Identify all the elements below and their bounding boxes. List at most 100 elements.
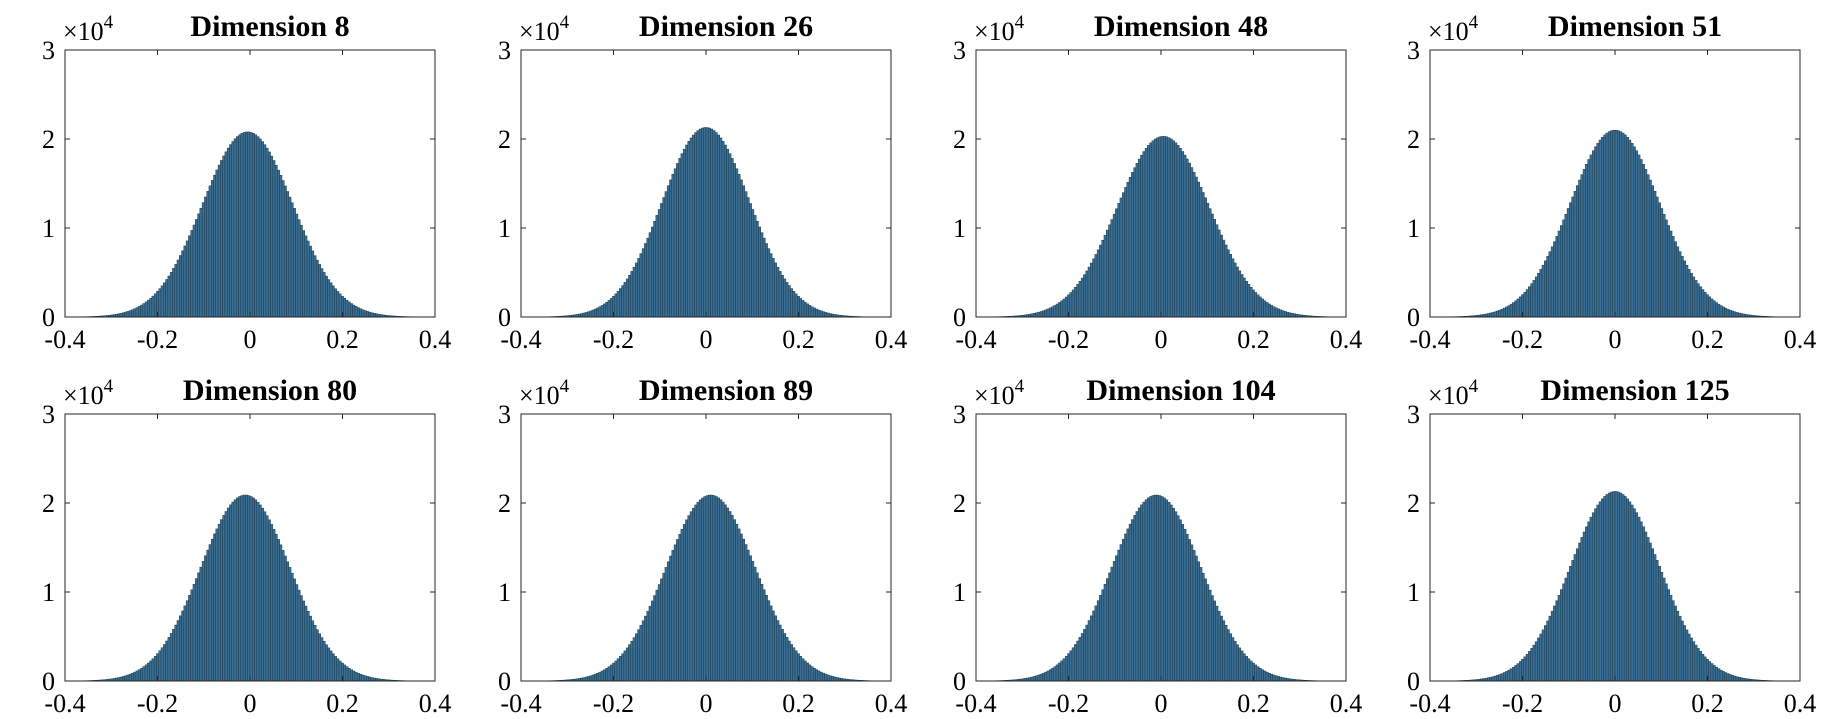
- histogram-bar: [331, 653, 335, 682]
- histogram-bar: [739, 179, 743, 318]
- histogram-bar: [742, 538, 746, 682]
- histogram-bar: [1261, 669, 1264, 682]
- histogram-bar: [1733, 675, 1737, 682]
- histogram-bar: [792, 647, 796, 682]
- histogram-bar: [1532, 644, 1536, 682]
- histogram-bar: [1133, 167, 1137, 318]
- histogram-bar: [1078, 637, 1082, 682]
- histogram-bar: [1133, 515, 1137, 682]
- histogram-bar: [181, 250, 185, 318]
- histogram-bar: [719, 499, 723, 682]
- histogram-bar: [122, 676, 125, 682]
- histogram-bar: [1099, 244, 1102, 318]
- x-tick-label: -0.2: [1502, 325, 1543, 354]
- histogram-panel-5: -0.4 -0.2 0 0.2 0.4 0 1 2 3 ×104 Dimension 80: [42, 374, 451, 718]
- histogram-bar: [1598, 501, 1602, 682]
- histogram-bar: [1099, 595, 1102, 682]
- histogram-bar: [144, 664, 148, 682]
- histogram-bar: [694, 504, 698, 682]
- histogram-bar: [630, 640, 634, 682]
- x-tick-label: 0: [244, 325, 257, 354]
- histogram-bar: [126, 674, 130, 682]
- histogram-bar: [621, 285, 625, 318]
- histogram-bar: [1039, 311, 1043, 318]
- histogram-bar: [1676, 610, 1680, 682]
- histogram-bar: [1498, 674, 1502, 682]
- histogram-bar: [1035, 312, 1039, 318]
- x-tick-label: 0.2: [326, 689, 359, 718]
- histogram-bar: [224, 151, 228, 318]
- histogram-bar: [1525, 289, 1529, 318]
- histogram-bars: [534, 127, 878, 318]
- histogram-bar: [1174, 142, 1178, 318]
- histogram-bar: [587, 311, 590, 318]
- histogram-bar: [662, 572, 666, 682]
- histogram-bar: [338, 660, 342, 682]
- x-tick-label: -0.2: [1502, 689, 1543, 718]
- histogram-bar: [1737, 312, 1741, 318]
- histogram-bar: [1578, 179, 1581, 318]
- histogram-bar: [678, 533, 682, 682]
- histogram-bar: [1605, 494, 1609, 682]
- histogram-bar: [304, 235, 308, 318]
- histogram-bar: [322, 272, 326, 318]
- histogram-bar: [1692, 276, 1696, 318]
- histogram-bar: [1231, 258, 1235, 318]
- panel-title: Dimension 104: [1086, 374, 1275, 407]
- histogram-bar: [190, 589, 194, 682]
- x-tick-label: 0.2: [1691, 689, 1724, 718]
- histogram-bar: [1074, 644, 1077, 682]
- histogram-bar: [1710, 298, 1714, 318]
- histogram-bar: [671, 174, 675, 318]
- histogram-bar: [1183, 154, 1187, 318]
- histogram-bar: [370, 677, 374, 682]
- histogram-bar: [126, 311, 130, 318]
- histogram-bar: [1076, 284, 1080, 318]
- histogram-bar: [1033, 313, 1036, 318]
- histogram-bar: [1717, 303, 1721, 318]
- histogram-bar: [1283, 311, 1287, 318]
- histogram-bars: [78, 494, 422, 682]
- x-tick-label: 0: [244, 689, 257, 718]
- histogram-bar: [1548, 251, 1552, 318]
- histogram-bar: [710, 128, 714, 318]
- histogram-bar: [1149, 496, 1153, 682]
- histogram-bar: [1633, 146, 1636, 318]
- histogram-bar: [1090, 615, 1093, 682]
- histogram-bar: [279, 544, 283, 682]
- histogram-bar: [231, 501, 235, 682]
- histogram-bar: [165, 640, 169, 682]
- histogram-bar: [270, 524, 274, 682]
- histogram-bar: [1277, 308, 1280, 318]
- histogram-bar: [730, 515, 734, 682]
- histogram-bar: [238, 496, 242, 682]
- histogram-bar: [696, 501, 700, 682]
- histogram-bar: [1703, 656, 1707, 682]
- x-tick-label: 0: [1609, 325, 1622, 354]
- histogram-bar: [651, 600, 654, 682]
- histogram-bar: [619, 656, 622, 682]
- histogram-bar: [352, 304, 356, 318]
- histogram-bar: [794, 293, 798, 318]
- histogram-bar: [639, 253, 643, 318]
- histogram-bar: [334, 288, 337, 318]
- histogram-bar: [1242, 277, 1246, 318]
- histogram-bar: [222, 515, 226, 682]
- histogram-bar: [1199, 186, 1203, 318]
- x-tick-label: -0.4: [1409, 325, 1450, 354]
- panel-title: Dimension 48: [1094, 10, 1268, 43]
- histogram-bar: [117, 677, 121, 682]
- histogram-bar: [666, 185, 670, 318]
- histogram-bar: [584, 676, 588, 682]
- histogram-bar: [1167, 137, 1171, 318]
- histogram-bar: [708, 127, 711, 318]
- histogram-bar: [1589, 154, 1593, 318]
- histogram-bar: [1614, 491, 1618, 682]
- histogram-bar: [1124, 187, 1127, 318]
- histogram-panel-1: -0.4 -0.2 0 0.2 0.4 0 1 2 3 ×104 Dimension 8: [42, 10, 451, 354]
- histogram-bar: [771, 610, 775, 682]
- histogram-bar: [758, 578, 761, 682]
- histogram-bar: [1719, 669, 1723, 682]
- histogram-bar: [167, 637, 171, 682]
- histogram-bar: [767, 248, 771, 318]
